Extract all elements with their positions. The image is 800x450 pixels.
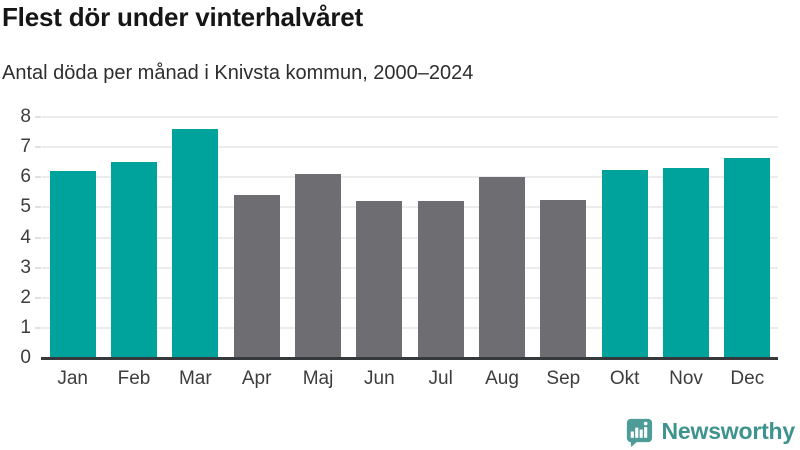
- bar-nov: [663, 168, 709, 358]
- bar-maj: [295, 174, 341, 358]
- x-axis-label-feb: Feb: [117, 368, 151, 389]
- x-axis-label-jul: Jul: [428, 368, 453, 389]
- y-axis-tick-label: 0: [20, 347, 31, 368]
- x-axis-label-jun: Jun: [364, 368, 395, 389]
- y-axis-tick-label: 2: [20, 286, 31, 308]
- bar-jan: [49, 171, 96, 358]
- bar-feb: [111, 162, 157, 358]
- bar-chart: 0 1 2 3 4 5 6 7 8 Jan Feb Mar Apr Maj Jun Jul Aug Sep Okt…: [0, 100, 800, 410]
- bar-aug: [479, 177, 525, 358]
- y-axis-tick-label: 8: [20, 106, 31, 127]
- bar-apr: [233, 195, 280, 358]
- y-axis-tick-label: 6: [20, 166, 31, 188]
- x-axis-line: [41, 357, 778, 360]
- y-tick-mark: [35, 326, 41, 329]
- bar-okt: [601, 169, 648, 358]
- y-tick-mark: [35, 146, 41, 149]
- x-axis-label-dec: Dec: [730, 368, 765, 389]
- chart-title: Flest dör under vinterhalvåret: [2, 2, 363, 32]
- y-axis-tick-label: 7: [20, 136, 31, 158]
- y-tick-mark: [35, 206, 41, 209]
- x-axis-label-jan: Jan: [57, 368, 88, 389]
- gridline-y7: [42, 146, 778, 149]
- brand-footer: Newsworthy: [623, 416, 795, 447]
- brand-name: Newsworthy: [661, 418, 796, 444]
- y-axis-tick-label: 3: [20, 256, 31, 278]
- newsworthy-logo-icon: [623, 416, 654, 447]
- gridline-y6: [42, 176, 778, 179]
- y-tick-mark: [35, 176, 41, 179]
- gridline-y2: [42, 296, 778, 299]
- bar-sep: [540, 199, 587, 358]
- gridline-y8: [42, 116, 778, 118]
- bar-mar: [172, 129, 219, 358]
- y-tick-mark: [35, 116, 41, 118]
- x-axis-label-mar: Mar: [178, 368, 212, 389]
- bar-jun: [356, 201, 403, 358]
- y-tick-mark: [35, 236, 41, 239]
- y-tick-mark: [35, 296, 41, 299]
- y-tick-mark: [35, 266, 41, 269]
- x-axis-label-aug: Aug: [485, 368, 519, 389]
- plot-area: [42, 116, 778, 358]
- bar-dec: [724, 157, 771, 358]
- gridline-y4: [42, 236, 778, 239]
- x-axis-label-apr: Apr: [241, 368, 272, 389]
- gridline-y1: [42, 326, 778, 329]
- x-axis-label-okt: Okt: [609, 368, 640, 389]
- x-axis-label-sep: Sep: [546, 368, 581, 389]
- y-axis-tick-label: 1: [20, 316, 31, 338]
- gridline-y5: [42, 206, 778, 209]
- y-axis-tick-label: 5: [20, 196, 31, 218]
- x-axis-label-nov: Nov: [669, 368, 703, 389]
- chart-subtitle: Antal döda per månad i Knivsta kommun, 2…: [2, 62, 474, 84]
- gridline-y3: [42, 266, 778, 269]
- bar-jul: [417, 201, 464, 358]
- y-axis-tick-label: 4: [20, 226, 31, 248]
- x-axis-label-maj: Maj: [302, 368, 334, 389]
